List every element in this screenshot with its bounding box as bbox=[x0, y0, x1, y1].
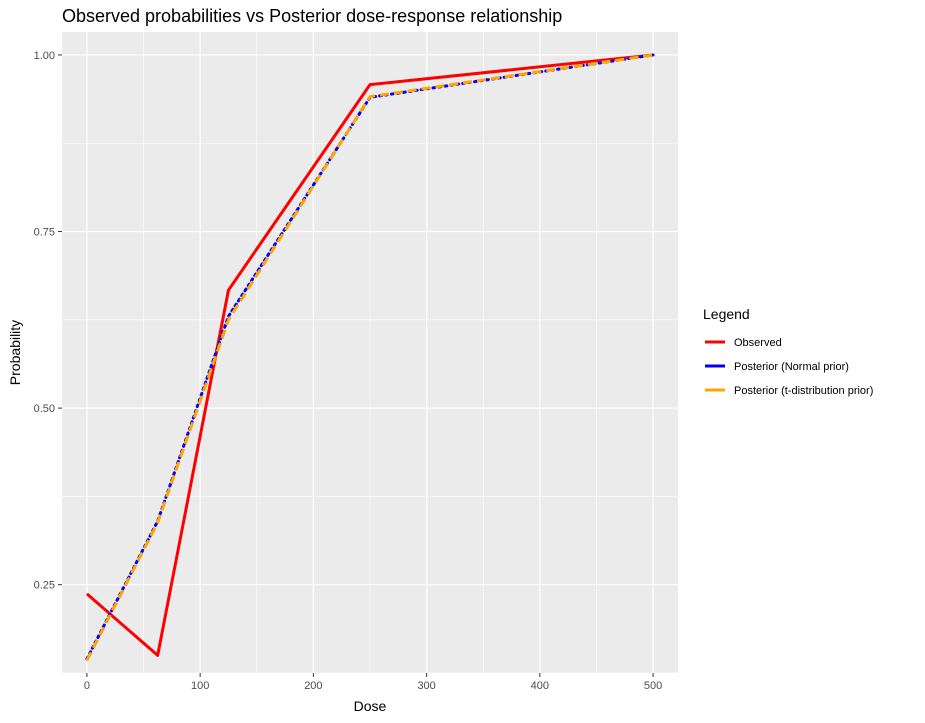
grid-major bbox=[62, 32, 678, 673]
x-tick-label: 400 bbox=[531, 680, 549, 692]
series-line-observed bbox=[85, 53, 654, 657]
y-tick-label: 1.00 bbox=[34, 50, 55, 62]
x-tick-label: 0 bbox=[84, 680, 90, 692]
x-tick-label: 200 bbox=[304, 680, 322, 692]
legend-title: Legend bbox=[703, 306, 750, 322]
series-layer bbox=[85, 53, 655, 661]
y-axis: 0.25 0.50 0.75 1.00 bbox=[34, 50, 62, 592]
chart-title: Observed probabilities vs Posterior dose… bbox=[62, 6, 562, 26]
legend-label-posterior-t-distribution-prior: Posterior (t-distribution prior) bbox=[734, 385, 873, 397]
y-tick-label: 0.25 bbox=[34, 580, 55, 592]
series-line-posterior-t-distribution-prior bbox=[85, 53, 654, 661]
grid-minor bbox=[62, 32, 678, 674]
legend-label-observed: Observed bbox=[734, 337, 782, 349]
y-tick-label: 0.75 bbox=[34, 227, 55, 239]
x-tick-label: 100 bbox=[191, 680, 209, 692]
y-axis-title: Probability bbox=[7, 320, 23, 385]
y-tick-label: 0.50 bbox=[34, 403, 55, 415]
x-axis-title: Dose bbox=[354, 698, 387, 714]
x-tick-label: 300 bbox=[417, 680, 435, 692]
x-tick-label: 500 bbox=[644, 680, 662, 692]
legend: Legend Observed Posterior (Normal prior) P… bbox=[703, 306, 873, 397]
legend-label-posterior-normal-prior: Posterior (Normal prior) bbox=[734, 361, 849, 373]
x-axis: 0 100 200 300 400 500 bbox=[84, 673, 662, 692]
